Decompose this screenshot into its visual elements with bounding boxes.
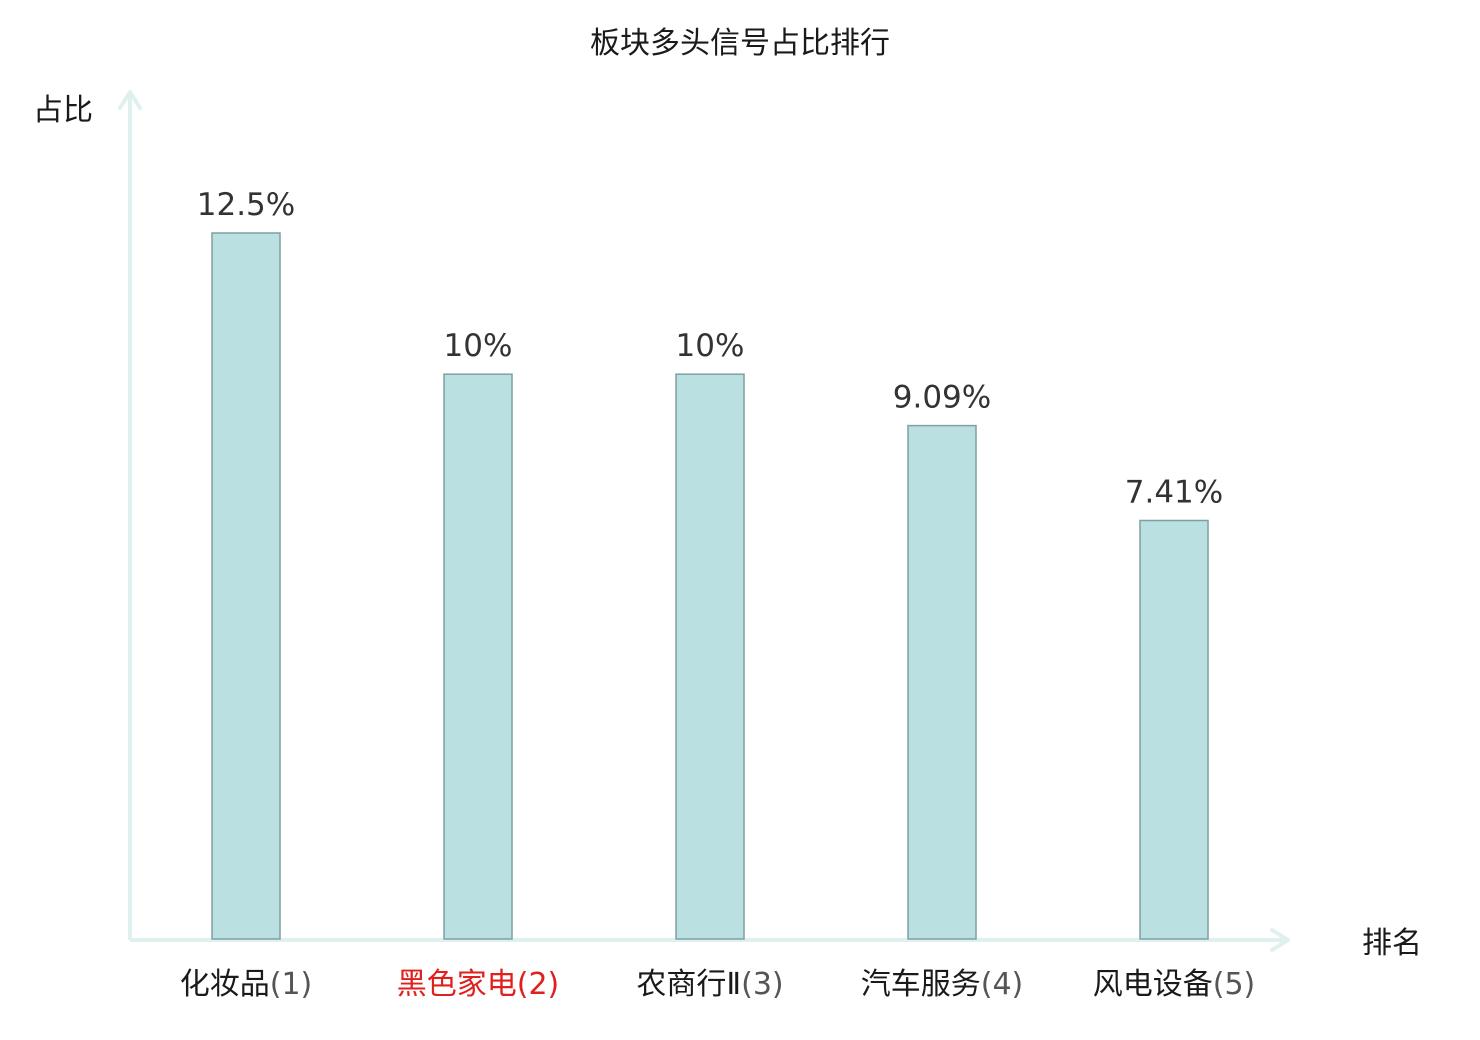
category-name: 风电设备 [1093,967,1213,1002]
category-label-3: 农商行Ⅱ(3) [636,967,783,1002]
category-labels-group: 化妆品(1) 黑色家电(2) 农商行Ⅱ(3) 汽车服务(4) 风电设备(5) [180,967,1256,1002]
bar-2 [443,373,513,940]
category-rank: (2) [517,967,560,1002]
bar-5 [1139,519,1209,940]
bar-4 [907,424,977,940]
category-label-1: 化妆品(1) [180,967,313,1002]
category-rank: (5) [1213,967,1256,1002]
chart-title: 板块多头信号占比排行 [590,26,890,61]
value-label-2: 10% [444,328,513,364]
y-axis-arrow-icon [118,90,142,110]
bar-1 [211,232,281,940]
category-name: 黑色家电 [397,967,517,1002]
category-label-2: 黑色家电(2) [397,967,560,1002]
value-label-3: 10% [676,328,745,364]
category-rank: (1) [270,967,313,1002]
value-label-4: 9.09% [893,380,991,416]
category-label-4: 汽车服务(4) [861,967,1024,1002]
value-labels-group: 12.5% 10% 10% 9.09% 7.41% [197,187,1223,510]
x-axis-arrow-icon [1270,928,1290,952]
axes [118,90,1290,952]
category-name: 农商行Ⅱ [636,967,741,1002]
category-rank: (3) [741,967,784,1002]
value-label-5: 7.41% [1125,474,1223,510]
x-axis-title: 排名 [1362,926,1422,961]
bars-group [211,232,1209,940]
category-rank: (4) [981,967,1024,1002]
category-label-5: 风电设备(5) [1093,967,1256,1002]
y-axis-title: 占比 [33,93,93,128]
value-label-1: 12.5% [197,187,295,223]
bar-3 [675,373,745,940]
category-name: 汽车服务 [861,967,981,1002]
category-name: 化妆品 [180,967,270,1002]
